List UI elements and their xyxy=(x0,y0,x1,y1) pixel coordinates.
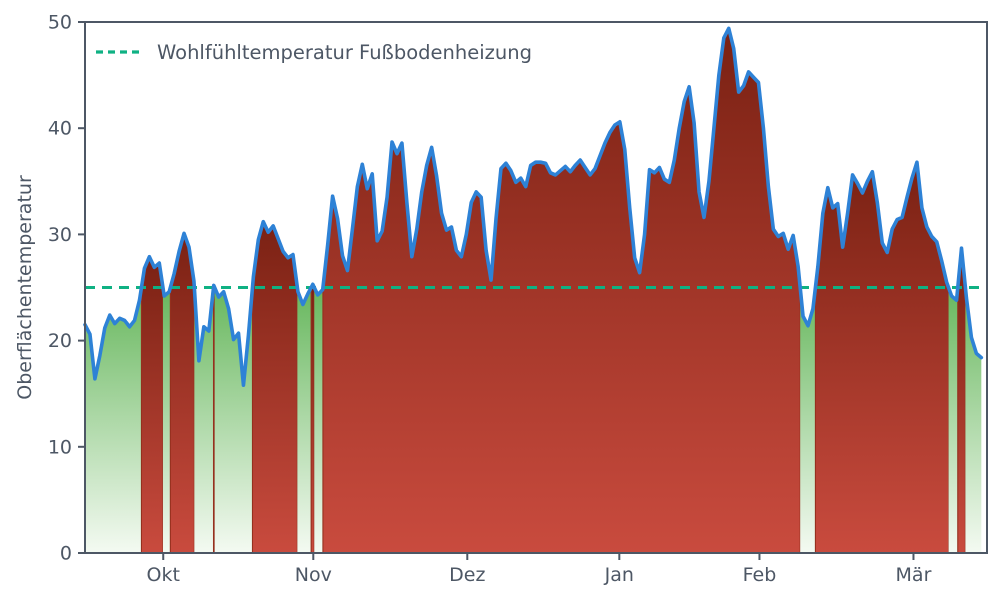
x-tick-label-jan: Jan xyxy=(604,564,634,586)
y-tick-label-50: 50 xyxy=(48,12,72,34)
x-tick-label-mär: Mär xyxy=(896,564,932,586)
y-tick-label-40: 40 xyxy=(48,118,72,140)
area-above-threshold-region xyxy=(814,162,950,554)
area-below-threshold-region xyxy=(162,287,171,553)
area-fills xyxy=(85,26,982,554)
area-below-threshold-region xyxy=(85,287,142,553)
area-below-threshold-region xyxy=(214,287,253,553)
x-tick-label-dez: Dez xyxy=(449,564,485,586)
temperature-line xyxy=(83,26,984,387)
area-below-threshold-region xyxy=(800,287,816,553)
x-tick-label-feb: Feb xyxy=(743,564,777,586)
y-tick-label-30: 30 xyxy=(48,224,72,246)
area-below-threshold-region xyxy=(948,287,958,553)
area-above-threshold-region xyxy=(251,220,298,554)
area-above-threshold-region xyxy=(322,26,801,554)
y-tick-label-10: 10 xyxy=(48,436,72,458)
x-tick-label-okt: Okt xyxy=(147,564,180,586)
area-below-threshold-region xyxy=(297,287,312,553)
area-above-threshold-region xyxy=(140,255,164,554)
y-tick-label-0: 0 xyxy=(60,543,72,565)
x-tick-label-nov: Nov xyxy=(295,564,332,586)
area-below-threshold-region xyxy=(194,287,214,553)
legend: Wohlfühltemperatur Fußbodenheizung xyxy=(96,41,532,64)
area-below-threshold-region xyxy=(965,287,982,553)
area-above-threshold-region xyxy=(310,283,315,554)
plot-border xyxy=(84,21,988,554)
legend-label: Wohlfühltemperatur Fußbodenheizung xyxy=(157,41,532,64)
area-above-threshold-region xyxy=(169,231,195,554)
area-above-threshold-region xyxy=(212,283,216,554)
y-axis: 0 10 20 30 40 50 xyxy=(48,12,85,565)
area-below-threshold-region xyxy=(314,287,323,553)
x-axis: Okt Nov Dez Jan Feb Mär xyxy=(147,553,932,586)
y-axis-label: Oberflächentemperatur xyxy=(14,175,36,400)
y-tick-label-20: 20 xyxy=(48,330,72,352)
